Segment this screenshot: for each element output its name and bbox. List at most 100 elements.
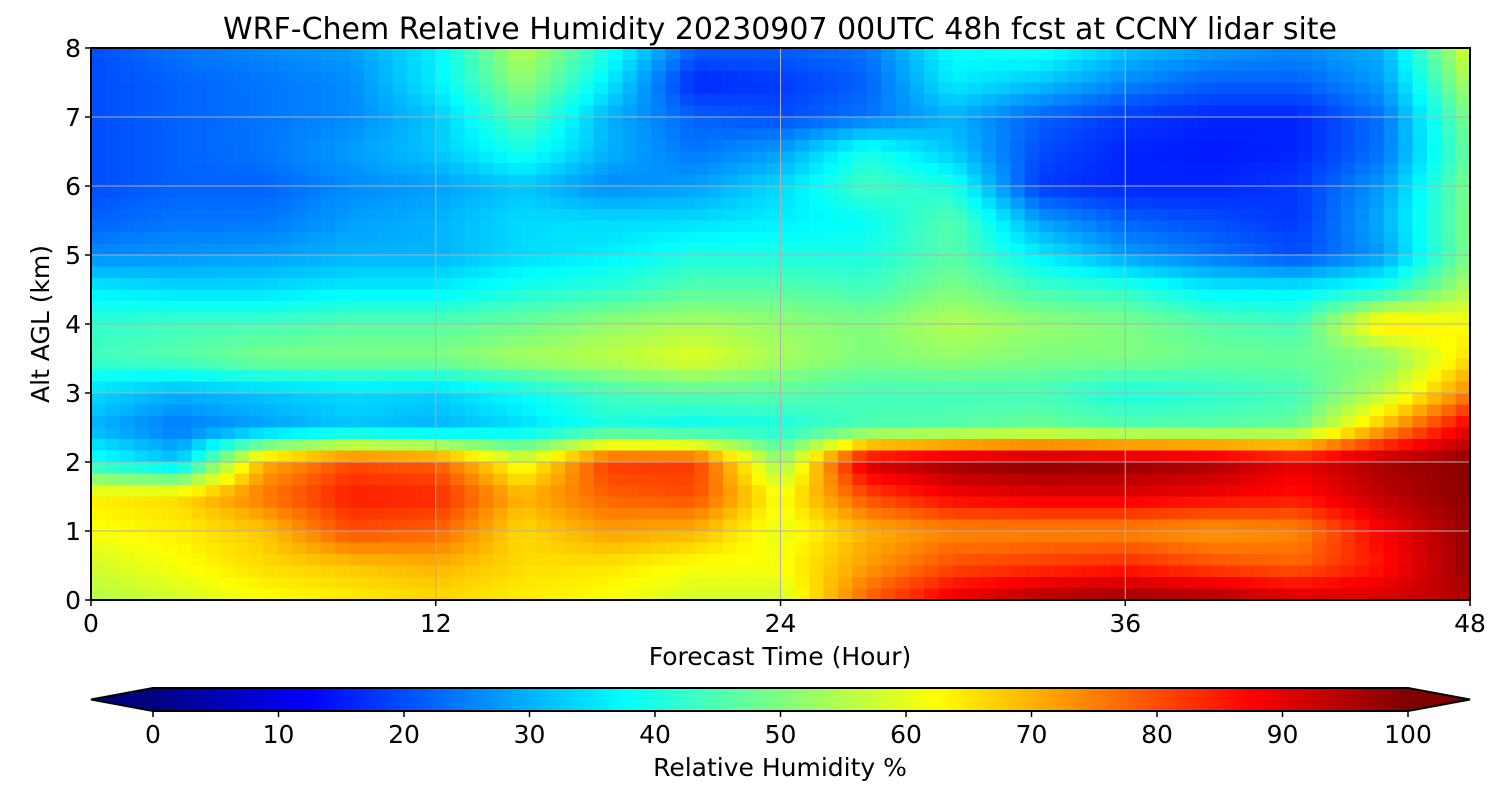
heatmap-cell xyxy=(191,151,207,164)
heatmap-cell xyxy=(794,48,810,61)
heatmap-cell xyxy=(1455,128,1471,141)
heatmap-cell xyxy=(1197,186,1213,199)
heatmap-cell xyxy=(1110,542,1126,555)
heatmap-cell xyxy=(823,519,839,532)
heatmap-cell xyxy=(349,462,365,475)
heatmap-cell xyxy=(392,508,408,521)
heatmap-cell xyxy=(1326,289,1342,302)
heatmap-cell xyxy=(1268,381,1284,394)
heatmap-cell xyxy=(162,105,178,118)
heatmap-cell xyxy=(565,174,580,187)
heatmap-cell xyxy=(1225,485,1241,498)
heatmap-cell xyxy=(1412,232,1428,245)
heatmap-cell xyxy=(1024,473,1040,486)
heatmap-cell xyxy=(277,197,293,210)
heatmap-cell xyxy=(1455,381,1471,394)
heatmap-cell xyxy=(335,186,351,199)
heatmap-cell xyxy=(378,266,394,279)
heatmap-cell xyxy=(852,174,868,187)
heatmap-cell xyxy=(205,358,221,371)
heatmap-cell xyxy=(1010,508,1026,521)
heatmap-cell xyxy=(852,554,868,567)
heatmap-cell xyxy=(105,59,121,72)
heatmap-cell xyxy=(435,381,451,394)
heatmap-cell xyxy=(809,393,825,406)
heatmap-cell xyxy=(1082,117,1098,130)
heatmap-cell xyxy=(507,416,523,429)
heatmap-cell xyxy=(593,577,609,590)
heatmap-cell xyxy=(263,128,279,141)
heatmap-cell xyxy=(1412,370,1428,383)
heatmap-cell xyxy=(938,71,954,84)
heatmap-cell xyxy=(881,404,897,417)
heatmap-cell xyxy=(1383,347,1399,360)
heatmap-cell xyxy=(478,174,494,187)
heatmap-cell xyxy=(881,312,897,325)
heatmap-cell xyxy=(464,416,480,429)
heatmap-cell xyxy=(1197,542,1213,555)
heatmap-cell xyxy=(349,174,365,187)
heatmap-cell xyxy=(852,565,868,578)
heatmap-cell xyxy=(335,209,351,222)
heatmap-cell xyxy=(1153,496,1169,509)
heatmap-cell xyxy=(780,427,796,440)
heatmap-cell xyxy=(1426,266,1442,279)
heatmap-cell xyxy=(938,243,954,256)
heatmap-cell xyxy=(823,485,839,498)
heatmap-cell xyxy=(1311,335,1327,348)
heatmap-cell xyxy=(1398,255,1414,268)
heatmap-cell xyxy=(1096,255,1112,268)
heatmap-cell xyxy=(1369,577,1385,590)
heatmap-cell xyxy=(421,289,437,302)
heatmap-cell xyxy=(349,209,365,222)
heatmap-cell xyxy=(938,312,954,325)
heatmap-cell xyxy=(579,358,595,371)
heatmap-cell xyxy=(952,542,968,555)
heatmap-cell xyxy=(1067,82,1083,95)
heatmap-cell xyxy=(794,197,810,210)
heatmap-cell xyxy=(924,232,940,245)
heatmap-cell xyxy=(119,485,135,498)
heatmap-cell xyxy=(1024,266,1040,279)
heatmap-cell xyxy=(665,105,681,118)
heatmap-cell xyxy=(924,588,940,601)
heatmap-cell xyxy=(1053,48,1069,61)
heatmap-cell xyxy=(1340,577,1356,590)
heatmap-cell xyxy=(1383,565,1399,578)
heatmap-cell xyxy=(1110,59,1126,72)
heatmap-cell xyxy=(1096,427,1112,440)
heatmap-cell xyxy=(794,174,810,187)
heatmap-cell xyxy=(1096,105,1112,118)
heatmap-cell xyxy=(823,94,839,107)
heatmap-cell xyxy=(1053,450,1069,463)
heatmap-cell xyxy=(464,197,480,210)
heatmap-cell xyxy=(694,312,710,325)
heatmap-cell xyxy=(277,301,293,314)
heatmap-cell xyxy=(1053,485,1069,498)
heatmap-cell xyxy=(1254,209,1270,222)
heatmap-cell xyxy=(507,174,523,187)
heatmap-cell xyxy=(450,266,466,279)
heatmap-cell xyxy=(1383,243,1399,256)
heatmap-cell xyxy=(407,381,422,394)
heatmap-cell xyxy=(780,82,796,95)
heatmap-cell xyxy=(1110,519,1126,532)
heatmap-cell xyxy=(521,450,537,463)
heatmap-cell xyxy=(737,151,753,164)
heatmap-cell xyxy=(220,577,236,590)
heatmap-cell xyxy=(766,197,782,210)
heatmap-cell xyxy=(550,301,566,314)
heatmap-cell xyxy=(1211,370,1227,383)
heatmap-cell xyxy=(177,588,193,601)
heatmap-cell xyxy=(363,243,379,256)
heatmap-cell xyxy=(1110,243,1126,256)
heatmap-cell xyxy=(780,163,796,176)
heatmap-cell xyxy=(995,588,1011,601)
heatmap-cell xyxy=(1240,577,1256,590)
heatmap-cell xyxy=(852,324,868,337)
heatmap-cell xyxy=(550,163,566,176)
heatmap-cell xyxy=(363,450,379,463)
heatmap-cell xyxy=(91,404,106,417)
heatmap-cell xyxy=(723,71,738,84)
heatmap-cell xyxy=(1426,163,1442,176)
